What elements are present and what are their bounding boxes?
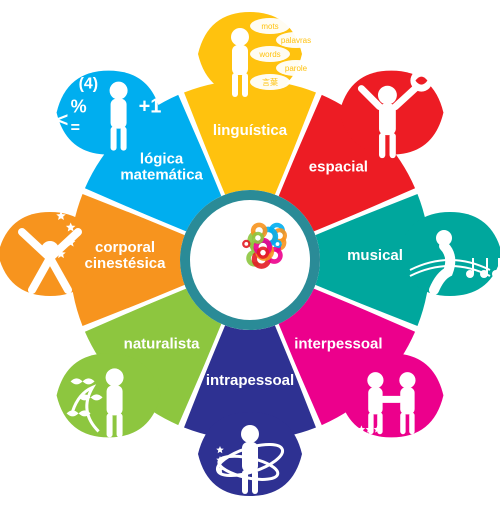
svg-text:words: words — [258, 50, 280, 59]
label-naturalista: naturalista — [124, 335, 201, 352]
svg-text:%: % — [71, 97, 87, 117]
silhouette-musical — [398, 205, 500, 300]
silhouette-interpessoal — [339, 346, 443, 441]
silhouette-espacial — [339, 64, 443, 159]
silhouette-intrapessoal — [198, 405, 302, 500]
svg-text:mots: mots — [261, 22, 278, 31]
label-musical: musical — [347, 247, 403, 264]
label-interpessoal: interpessoal — [294, 335, 382, 352]
label-linguistica: linguística — [213, 122, 288, 139]
label-intrapessoal: intrapessoal — [206, 372, 294, 389]
svg-text:palavras: palavras — [281, 36, 311, 45]
svg-text:<: < — [57, 110, 69, 132]
silhouette-corporal-cinestesica — [0, 205, 102, 300]
wheel-svg: corporalcinestésica(4)%<=+1lógicamatemát… — [0, 0, 500, 515]
svg-text:=: = — [71, 120, 80, 137]
svg-text:parole: parole — [285, 64, 308, 73]
svg-text:+1: +1 — [139, 96, 162, 118]
silhouette-linguistica: motspalavraswords parole 言葉 — [198, 5, 316, 100]
silhouette-naturalista — [57, 346, 161, 441]
intelligences-wheel: corporalcinestésica(4)%<=+1lógicamatemát… — [0, 0, 500, 515]
label-corporal-cinestesica: corporalcinestésica — [85, 239, 167, 272]
label-espacial: espacial — [309, 159, 368, 176]
svg-text:言葉: 言葉 — [262, 77, 278, 87]
svg-text:(4): (4) — [79, 76, 99, 93]
